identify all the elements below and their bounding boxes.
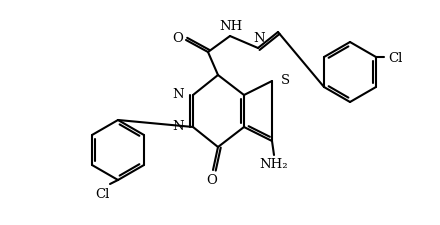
Text: Cl: Cl — [95, 187, 109, 200]
Text: N: N — [172, 121, 184, 133]
Text: N: N — [253, 32, 265, 45]
Text: NH: NH — [220, 20, 242, 34]
Text: N: N — [172, 88, 184, 101]
Text: S: S — [281, 74, 290, 86]
Text: O: O — [206, 173, 217, 187]
Text: Cl: Cl — [388, 52, 402, 65]
Text: NH₂: NH₂ — [260, 158, 288, 171]
Text: O: O — [172, 32, 183, 45]
